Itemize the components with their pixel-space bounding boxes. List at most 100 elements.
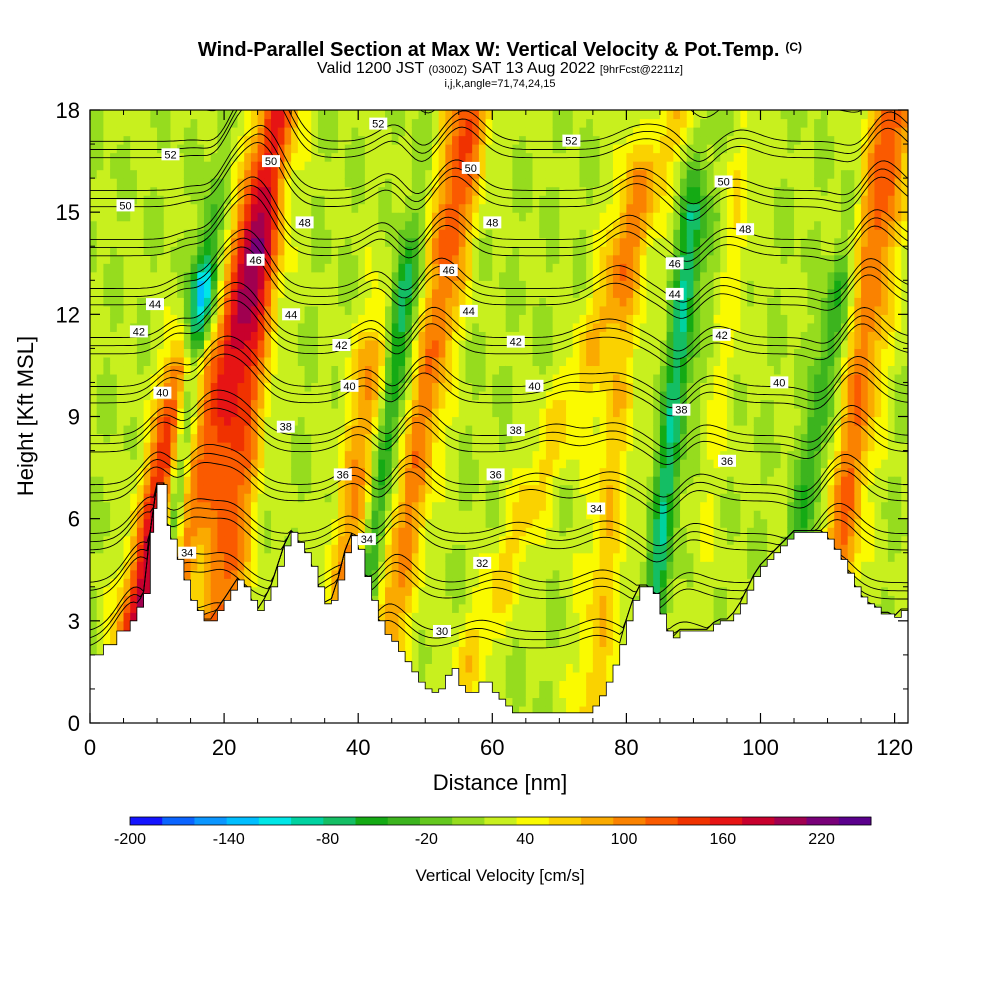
velocity-cell xyxy=(136,263,145,273)
velocity-cell xyxy=(452,407,460,418)
velocity-cell xyxy=(217,280,225,290)
velocity-cell xyxy=(525,544,534,554)
velocity-cell xyxy=(499,552,507,562)
velocity-cell xyxy=(130,297,138,307)
velocity-cell xyxy=(539,663,547,673)
velocity-cell xyxy=(317,178,326,188)
velocity-cell xyxy=(291,399,299,409)
velocity-cell xyxy=(351,433,359,443)
velocity-cell xyxy=(411,518,420,528)
velocity-cell xyxy=(398,569,406,579)
velocity-cell xyxy=(525,127,534,137)
velocity-cell xyxy=(203,152,212,162)
velocity-cell xyxy=(358,305,366,315)
velocity-cell xyxy=(237,152,245,162)
velocity-cell xyxy=(277,161,286,171)
velocity-cell xyxy=(472,373,480,384)
velocity-cell xyxy=(398,493,406,503)
velocity-cell xyxy=(425,246,433,256)
velocity-cell xyxy=(492,637,500,647)
velocity-cell xyxy=(284,493,292,503)
velocity-cell xyxy=(472,152,480,162)
velocity-cell xyxy=(452,654,460,664)
velocity-cell xyxy=(472,637,480,647)
velocity-cell xyxy=(411,254,420,264)
velocity-cell xyxy=(371,127,379,137)
velocity-cell xyxy=(411,390,420,401)
velocity-cell xyxy=(230,535,239,545)
velocity-cell xyxy=(103,390,111,401)
velocity-cell xyxy=(505,348,513,358)
velocity-cell xyxy=(324,322,332,332)
velocity-cell xyxy=(485,254,493,264)
velocity-cell xyxy=(539,390,547,401)
velocity-cell xyxy=(230,186,239,196)
velocity-cell xyxy=(250,450,259,460)
velocity-cell xyxy=(210,510,218,520)
velocity-cell xyxy=(297,390,306,401)
velocity-cell xyxy=(445,450,453,460)
velocity-cell xyxy=(257,288,265,298)
velocity-cell xyxy=(431,663,440,673)
velocity-cell xyxy=(324,501,332,511)
velocity-cell xyxy=(230,476,239,486)
velocity-cell xyxy=(103,637,111,647)
velocity-cell xyxy=(123,390,131,401)
velocity-cell xyxy=(391,493,400,503)
velocity-cell xyxy=(90,288,98,298)
velocity-cell xyxy=(465,288,473,298)
velocity-cell xyxy=(351,229,359,239)
velocity-cell xyxy=(123,127,131,137)
velocity-cell xyxy=(391,254,400,264)
velocity-cell xyxy=(277,535,286,545)
velocity-cell xyxy=(519,407,527,418)
velocity-cell xyxy=(405,178,413,188)
velocity-cell xyxy=(351,407,359,418)
velocity-cell xyxy=(358,527,366,537)
velocity-cell xyxy=(284,501,292,511)
velocity-cell xyxy=(237,501,245,511)
velocity-cell xyxy=(190,373,198,384)
velocity-cell xyxy=(96,271,104,281)
velocity-cell xyxy=(438,322,446,332)
velocity-cell xyxy=(391,356,400,367)
velocity-cell xyxy=(177,356,185,367)
velocity-cell xyxy=(250,544,259,554)
velocity-cell xyxy=(431,425,440,435)
velocity-cell xyxy=(123,484,131,494)
velocity-cell xyxy=(371,135,379,145)
velocity-cell xyxy=(505,603,513,613)
velocity-cell xyxy=(284,161,292,171)
velocity-cell xyxy=(445,373,453,384)
velocity-cell xyxy=(224,195,232,205)
velocity-cell xyxy=(331,390,339,401)
velocity-cell xyxy=(123,493,131,503)
velocity-cell xyxy=(545,127,554,137)
velocity-cell xyxy=(116,212,125,222)
velocity-cell xyxy=(190,297,198,307)
velocity-cell xyxy=(103,476,111,486)
velocity-cell xyxy=(250,271,259,281)
velocity-cell xyxy=(512,161,520,171)
velocity-cell xyxy=(203,544,212,554)
velocity-cell xyxy=(90,399,98,409)
velocity-cell xyxy=(532,671,540,682)
velocity-cell xyxy=(519,135,527,145)
velocity-cell xyxy=(110,348,118,358)
velocity-cell xyxy=(183,203,192,213)
velocity-cell xyxy=(385,254,393,264)
velocity-cell xyxy=(505,637,513,647)
velocity-cell xyxy=(519,297,527,307)
velocity-cell xyxy=(291,467,299,477)
velocity-cell xyxy=(438,612,446,622)
velocity-cell xyxy=(338,535,346,545)
velocity-cell xyxy=(358,518,366,528)
velocity-cell xyxy=(197,450,205,460)
velocity-cell xyxy=(512,697,520,707)
velocity-cell xyxy=(351,459,359,469)
velocity-cell xyxy=(136,178,145,188)
velocity-cell xyxy=(385,220,393,230)
velocity-cell xyxy=(385,263,393,273)
velocity-cell xyxy=(445,339,453,349)
velocity-cell xyxy=(378,212,386,222)
